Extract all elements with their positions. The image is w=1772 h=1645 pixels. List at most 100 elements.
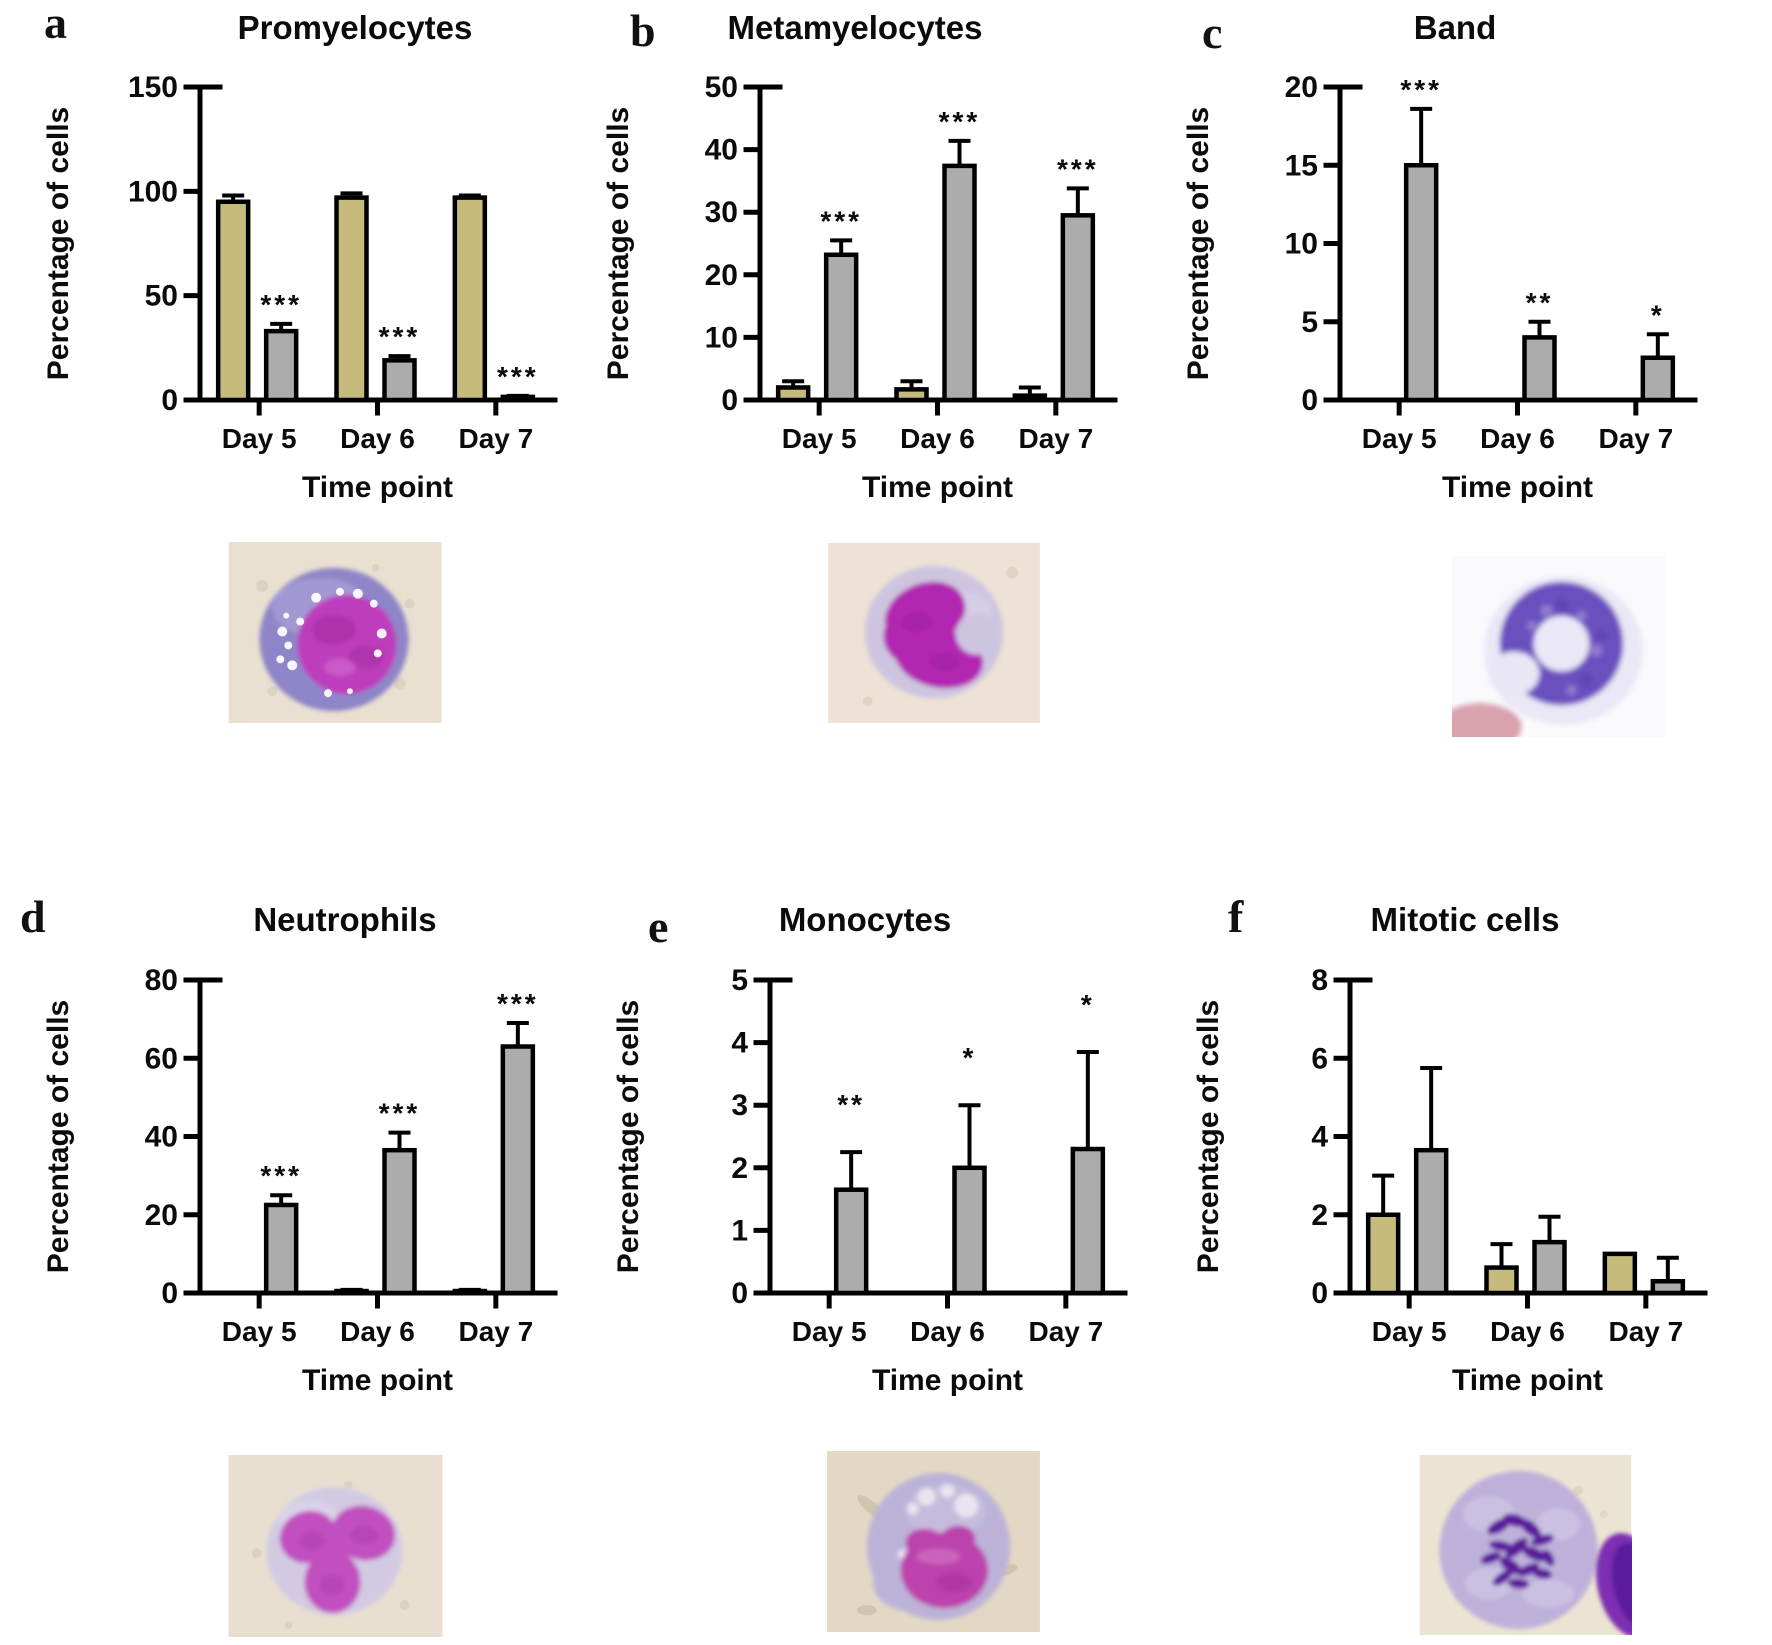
y-tick-label: 0 [161,1277,178,1310]
monocytes-bar-chart: 0 1 2 3 4 5 Percentage of cells Day 5 Day 6 Day 7… [612,964,1128,1397]
y-tick-label: 10 [1285,228,1318,261]
category-label: Day 6 [340,423,415,454]
category-label: Day 5 [1372,1316,1447,1347]
bar-khaki-day-6 [334,195,369,403]
bar-gray-day-7 [1070,1146,1106,1296]
y-tick-label: 0 [1301,384,1318,417]
category-label: Day 7 [1608,1316,1683,1347]
significance-stars: *** [820,205,862,236]
bar-khaki-day-7 [452,1288,488,1296]
cell-body [1439,1470,1598,1630]
y-tick-label: 0 [721,384,738,417]
y-tick-label: 10 [705,321,738,354]
bar-khaki-day-5 [215,199,251,403]
category-label: Day 7 [458,1316,533,1347]
cell-body [866,1472,1011,1621]
bar-gray-day-7 [500,394,536,403]
y-tick-label: 150 [128,71,178,104]
y-axis-label: Percentage of cells [42,1000,75,1273]
y-tick-label: 80 [145,964,178,997]
y-tick-label: 4 [1311,1121,1328,1154]
y-tick-label: 60 [145,1042,178,1075]
category-label: Day 5 [782,423,857,454]
panel-letter-c: c [1202,7,1223,58]
bar-gray-day-7 [1640,355,1676,403]
x-axis-label: Time point [302,1364,453,1397]
bar-gray-day-6 [1522,335,1557,403]
y-axis-label: Percentage of cells [1192,1000,1225,1273]
significance-stars: * [1081,989,1095,1020]
promyelocytes-bar-chart: 0 50 100 150 Percentage of cells Day 5 Day 6 Da… [42,71,558,504]
neutrophil-cell-image [228,1455,443,1637]
bar-gray-day-7 [500,1044,536,1296]
y-tick-label: 5 [1301,306,1318,339]
significance-stars: * [1651,299,1665,330]
significance-stars: *** [379,321,421,352]
mitotic-cells-bar-chart: 0 2 4 6 8 Percentage of cells Day 5 Day 6 Day 7T… [1192,964,1708,1397]
y-tick-label: 8 [1311,964,1328,997]
cell-body [1452,575,1644,737]
panel-title-mitotic-cells: Mitotic cells [1370,901,1560,938]
neighboring-cell-fragment [1596,1533,1632,1635]
y-tick-label: 50 [705,71,738,104]
bar-khaki-day-6 [334,1288,369,1296]
category-label: Day 7 [1028,1316,1103,1347]
significance-stars: * [963,1042,977,1073]
background-debris [862,566,1019,707]
significance-stars: *** [939,106,981,137]
band-cell-image [1452,556,1665,737]
y-axis-label: Percentage of cells [1182,107,1215,380]
significance-stars: *** [379,1098,421,1129]
category-label: Day 6 [1490,1316,1565,1347]
bar-gray-day-6 [952,1165,987,1296]
category-label: Day 6 [340,1316,415,1347]
x-axis-label: Time point [862,471,1013,504]
y-tick-label: 50 [145,280,178,313]
bar-gray-day-7 [1650,1279,1686,1296]
background-debris [256,563,415,697]
panel-letter-e: e [648,901,669,952]
bar-gray-day-5 [263,1202,299,1296]
significance-stars: *** [497,988,539,1019]
x-axis-label: Time point [872,1364,1023,1397]
y-tick-label: 0 [1311,1277,1328,1310]
panel-letter-b: b [630,5,656,56]
bar-khaki-day-5 [1365,1212,1401,1296]
significance-stars: *** [260,1160,302,1191]
bar-gray-day-6 [942,163,977,403]
category-label: Day 6 [910,1316,985,1347]
y-tick-label: 0 [161,384,178,417]
neutrophils-bar-chart: 0 20 40 60 80 Percentage of cells Day 5 Day 6 Da… [42,964,558,1397]
y-axis-label: Percentage of cells [612,1000,645,1273]
significance-stars: *** [260,289,302,320]
bar-khaki-day-6 [1484,1265,1519,1296]
x-axis-label: Time point [1442,471,1593,504]
significance-stars: *** [497,361,539,392]
x-axis-label: Time point [302,471,453,504]
y-tick-label: 20 [145,1199,178,1232]
y-tick-label: 30 [705,196,738,229]
y-tick-label: 15 [1285,149,1318,182]
significance-stars: ** [1526,287,1554,318]
y-tick-label: 3 [731,1089,748,1122]
band-bar-chart: 0 5 10 15 20 Percentage of cells Day 5 Day 6 Day… [1182,71,1698,504]
y-tick-label: 2 [731,1152,748,1185]
y-tick-label: 40 [145,1121,178,1154]
background-debris [251,1481,410,1629]
panel-title-neutrophils: Neutrophils [253,901,437,938]
bar-gray-day-6 [382,1147,417,1296]
bar-khaki-day-7 [1602,1251,1638,1296]
bar-khaki-day-6 [894,387,929,403]
y-tick-label: 2 [1311,1199,1328,1232]
y-tick-label: 20 [1285,71,1318,104]
y-axis-label: Percentage of cells [602,107,635,380]
mitotic-cell-image [1419,1455,1632,1635]
bar-khaki-day-7 [1012,393,1048,403]
bar-gray-day-5 [263,328,299,403]
promyelocyte-cell-image [228,542,442,723]
category-label: Day 7 [1598,423,1673,454]
y-tick-label: 5 [731,964,748,997]
y-axis-label: Percentage of cells [42,107,75,380]
category-label: Day 7 [1018,423,1093,454]
y-tick-label: 40 [705,134,738,167]
